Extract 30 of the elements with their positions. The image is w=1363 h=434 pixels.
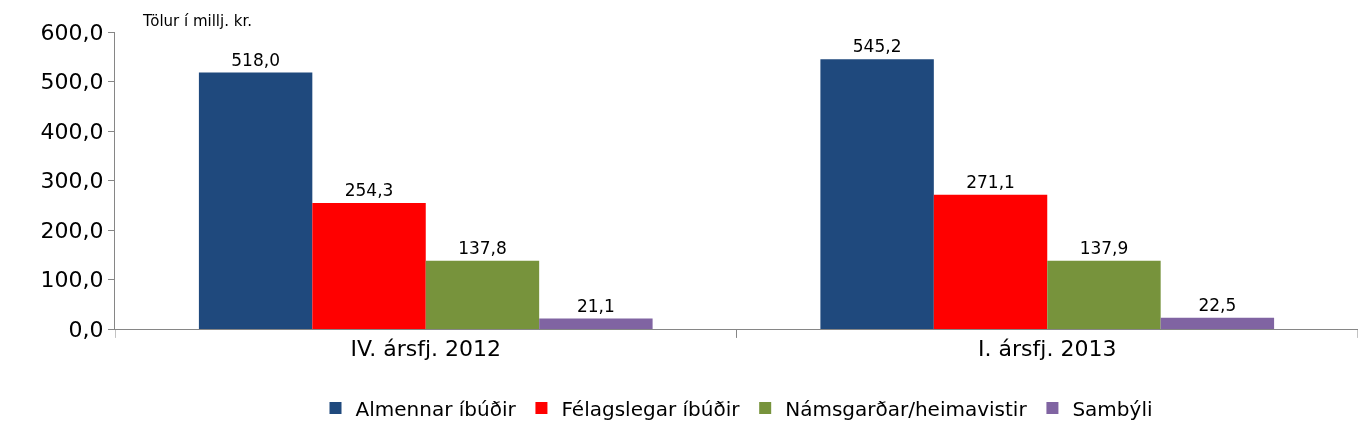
data-label: 271,1: [966, 171, 1015, 192]
bar: [933, 194, 1048, 329]
bar: [1047, 260, 1161, 329]
y-tick-label: 300,0: [40, 168, 104, 194]
bar: [312, 203, 426, 329]
bar: [1160, 317, 1275, 329]
data-label: 545,2: [852, 36, 902, 57]
data-label: 254,3: [344, 180, 394, 201]
legend-label: Félagslegar íbúðir: [561, 396, 741, 421]
data-label: 518,0: [231, 49, 280, 70]
y-tick-label: 200,0: [40, 217, 104, 243]
y-tick-label: 0,0: [68, 316, 104, 342]
legend-label: Námsgarðar/heimavistir: [785, 396, 1028, 421]
y-tick-label: 500,0: [40, 69, 104, 95]
bar: [539, 318, 653, 329]
x-tick-label: IV. ársfj. 2012: [350, 336, 502, 362]
y-tick-label: 600,0: [40, 19, 104, 45]
bar: [198, 72, 313, 329]
data-label: 137,8: [458, 237, 507, 258]
data-label: 22,5: [1198, 294, 1237, 315]
bar: [820, 59, 934, 329]
x-tick-label: I. ársfj. 2013: [978, 336, 1117, 362]
legend-label: Sambýli: [1072, 396, 1153, 421]
text: Tölur í millj. kr.: [142, 12, 252, 30]
y-tick-label: 400,0: [40, 118, 104, 144]
bar: [425, 260, 540, 329]
data-label: 21,1: [576, 295, 615, 316]
data-label: 137,9: [1079, 237, 1129, 258]
y-tick-label: 100,0: [40, 267, 104, 293]
legend-label: Almennar íbúðir: [355, 396, 517, 421]
